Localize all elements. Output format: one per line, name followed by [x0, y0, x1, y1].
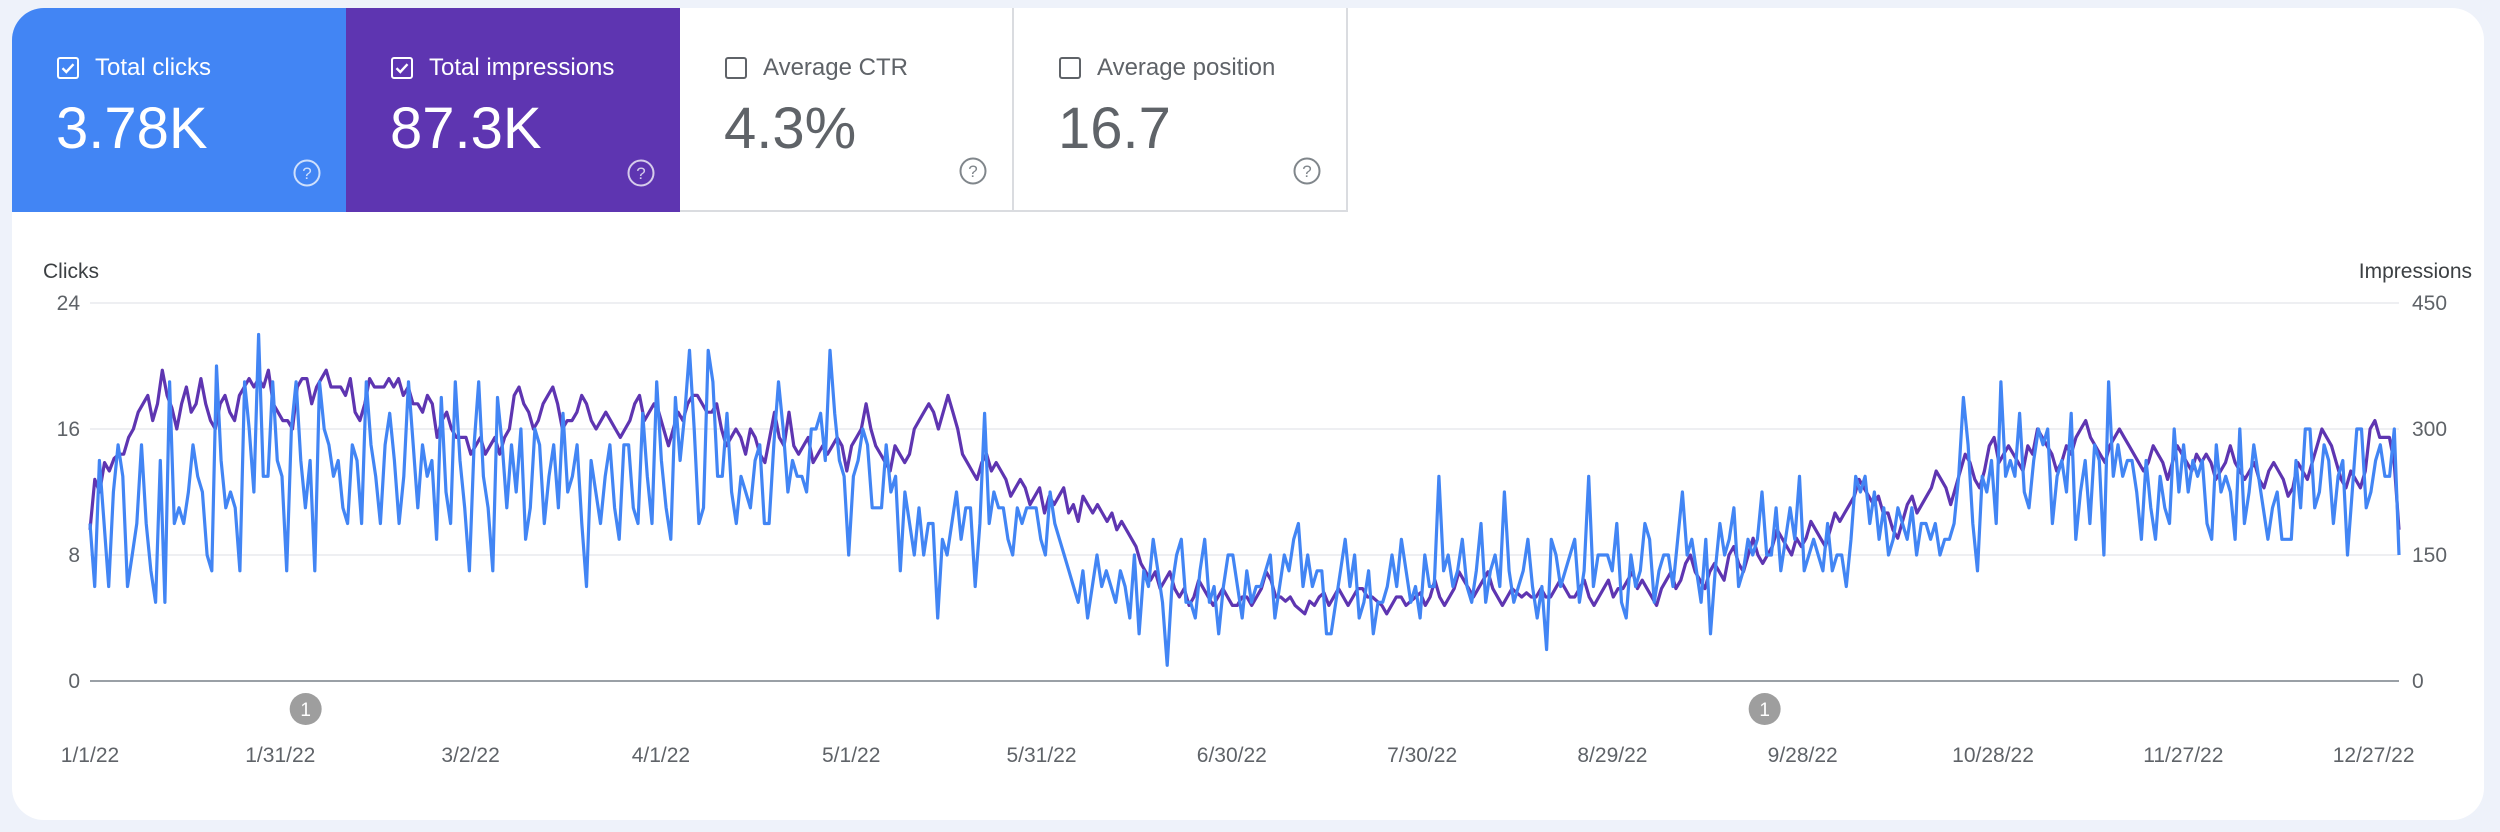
metric-tile-average-ctr[interactable]: Average CTR 4.3% ?	[680, 8, 1014, 212]
x-tick: 4/1/22	[632, 744, 690, 767]
y-tick-left: 0	[68, 670, 80, 693]
x-axis-ticks: 1/1/22 1/31/22 3/2/22 4/1/22 5/1/22 5/31/22 6/…	[61, 744, 2415, 767]
svg-text:?: ?	[1302, 162, 1311, 181]
checkbox-unchecked-icon[interactable]	[1059, 57, 1081, 79]
annotation-circle[interactable]	[1748, 693, 1781, 725]
annotation-circle[interactable]	[289, 693, 322, 725]
metric-tile-average-position[interactable]: Average position 16.7 ?	[1014, 8, 1348, 212]
metric-tiles: Total clicks 3.78K ? Total impressions 8…	[12, 8, 1348, 212]
series-lines	[88, 332, 2401, 667]
y-tick-right: 150	[2412, 544, 2447, 567]
x-tick: 6/30/22	[1197, 744, 1267, 767]
metric-tile-total-clicks[interactable]: Total clicks 3.78K ?	[12, 8, 346, 212]
y-tick-right: 0	[2412, 670, 2424, 693]
y-tick-left: 8	[68, 544, 80, 567]
y-tick-right: 300	[2412, 418, 2447, 441]
right-axis-title: Impressions	[2359, 260, 2472, 283]
metric-value: 87.3K	[390, 96, 542, 161]
x-tick: 1/31/22	[245, 744, 315, 767]
help-icon[interactable]: ?	[958, 156, 988, 186]
metric-tile-header: Average position	[1059, 54, 1275, 82]
help-icon[interactable]: ?	[626, 158, 656, 188]
right-axis-ticks: 0 150 300 450	[2412, 292, 2447, 693]
metric-value: 4.3%	[724, 96, 857, 161]
gridlines	[90, 302, 2399, 682]
metric-label: Average CTR	[763, 54, 908, 81]
x-tick: 12/27/22	[2333, 744, 2415, 767]
performance-card: Total clicks 3.78K ? Total impressions 8…	[12, 8, 2484, 820]
x-tick: 3/2/22	[441, 744, 499, 767]
series-line-impressions[interactable]	[88, 368, 2401, 616]
metric-tile-header: Total impressions	[391, 54, 614, 82]
x-tick: 8/29/22	[1577, 744, 1647, 767]
metric-tile-header: Total clicks	[57, 54, 211, 82]
x-tick: 1/1/22	[61, 744, 119, 767]
x-tick: 5/1/22	[822, 744, 880, 767]
metric-value: 16.7	[1058, 96, 1171, 161]
annotation-label: 1	[300, 700, 311, 721]
x-tick: 11/27/22	[2143, 744, 2223, 767]
left-axis-ticks: 0 8 16 24	[57, 292, 81, 693]
annotation-marker[interactable]: 1	[1748, 693, 1781, 725]
svg-text:?: ?	[636, 164, 645, 183]
checkbox-unchecked-icon[interactable]	[725, 57, 747, 79]
metric-tile-total-impressions[interactable]: Total impressions 87.3K ?	[346, 8, 680, 212]
help-icon[interactable]: ?	[1292, 156, 1322, 186]
left-axis-title: Clicks	[43, 260, 99, 283]
annotation-label: 1	[1759, 700, 1770, 721]
metric-value: 3.78K	[56, 96, 208, 161]
y-tick-right: 450	[2412, 292, 2447, 315]
svg-text:?: ?	[968, 162, 977, 181]
metric-label: Total impressions	[429, 54, 615, 81]
metric-tile-header: Average CTR	[725, 54, 908, 82]
metric-label: Average position	[1097, 54, 1276, 81]
series-line-clicks[interactable]	[88, 332, 2401, 667]
svg-text:?: ?	[302, 164, 311, 183]
x-tick: 9/28/22	[1768, 744, 1838, 767]
help-icon[interactable]: ?	[292, 158, 322, 188]
y-tick-left: 24	[57, 292, 81, 315]
checkbox-checked-icon[interactable]	[57, 57, 79, 79]
y-tick-left: 16	[57, 418, 80, 441]
x-tick: 7/30/22	[1387, 744, 1457, 767]
annotation-marker[interactable]: 1	[289, 693, 322, 725]
x-tick: 10/28/22	[1952, 744, 2034, 767]
metric-label: Total clicks	[95, 54, 212, 81]
x-tick: 5/31/22	[1006, 744, 1076, 767]
checkbox-checked-icon[interactable]	[391, 57, 413, 79]
